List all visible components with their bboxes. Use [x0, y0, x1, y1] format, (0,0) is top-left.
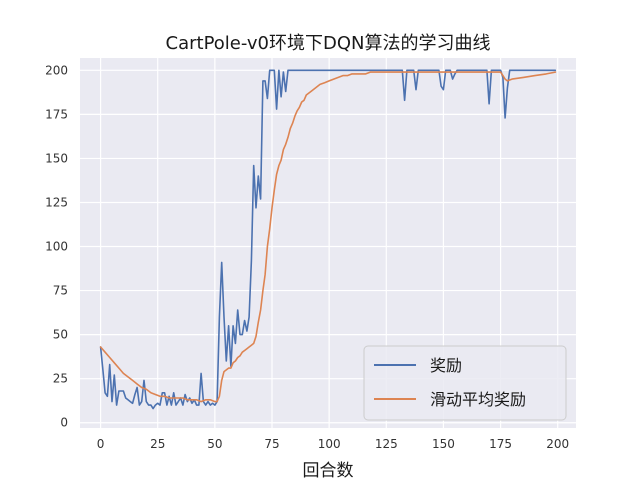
x-tick-label: 0 [97, 437, 105, 451]
x-tick-label: 175 [489, 437, 512, 451]
x-tick-label: 25 [150, 437, 165, 451]
x-tick-label: 200 [546, 437, 569, 451]
chart-title: CartPole-v0环境下DQN算法的学习曲线 [166, 33, 491, 54]
series-layer [99, 69, 557, 410]
y-tick-label: 175 [45, 107, 68, 121]
y-tick-label: 50 [53, 328, 68, 342]
x-axis-label: 回合数 [303, 461, 354, 480]
y-tick-label: 125 [45, 195, 68, 209]
y-tick-label: 0 [60, 416, 68, 430]
x-tick-label: 100 [318, 437, 341, 451]
legend: 奖励 滑动平均奖励 [363, 345, 567, 421]
x-tick-label: 150 [432, 437, 455, 451]
y-tick-label: 100 [45, 240, 68, 254]
y-tick-label: 75 [53, 284, 68, 298]
legend-label-reward: 奖励 [430, 356, 462, 375]
y-axis-ticks: 0 25 50 75 100 125 150 175 200 [45, 63, 68, 429]
x-tick-label: 125 [375, 437, 398, 451]
legend-label-smooth-reward: 滑动平均奖励 [430, 390, 526, 409]
x-tick-label: 75 [264, 437, 279, 451]
series-line-1 [99, 71, 557, 403]
y-tick-label: 200 [45, 63, 68, 77]
y-tick-label: 25 [53, 372, 68, 386]
series-line-0 [99, 69, 557, 410]
x-axis-ticks: 0 25 50 75 100 125 150 175 200 [97, 437, 569, 451]
y-tick-label: 150 [45, 151, 68, 165]
x-tick-label: 50 [207, 437, 222, 451]
